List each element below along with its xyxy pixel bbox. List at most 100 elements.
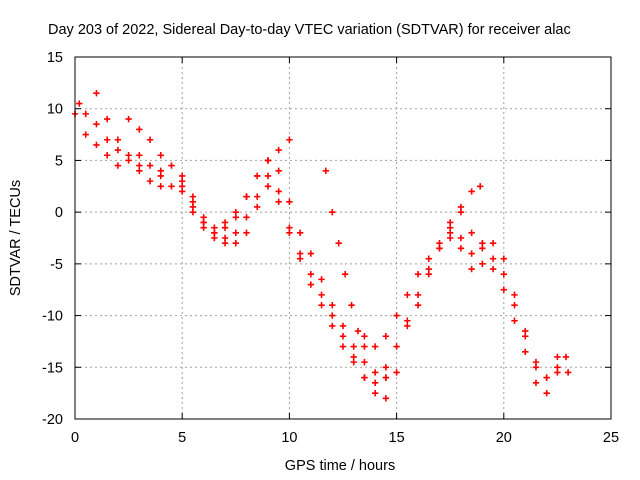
data-point bbox=[489, 255, 497, 262]
data-point bbox=[254, 172, 261, 180]
data-point bbox=[414, 271, 422, 278]
data-point bbox=[468, 265, 475, 273]
data-point bbox=[275, 146, 282, 154]
data-point bbox=[436, 245, 443, 252]
data-point bbox=[168, 183, 175, 190]
data-point bbox=[232, 229, 239, 237]
data-point bbox=[286, 198, 293, 205]
data-point bbox=[221, 239, 229, 247]
data-point bbox=[457, 234, 465, 242]
data-point bbox=[350, 343, 357, 350]
data-point bbox=[382, 333, 390, 340]
data-point bbox=[286, 136, 293, 143]
data-point bbox=[339, 343, 347, 350]
data-point bbox=[404, 322, 411, 330]
data-point bbox=[382, 364, 390, 371]
x-tick-label: 25 bbox=[603, 430, 619, 446]
y-tick-label: 0 bbox=[55, 205, 63, 221]
data-point bbox=[103, 152, 111, 159]
data-point bbox=[468, 188, 475, 195]
data-point bbox=[371, 369, 379, 376]
data-point bbox=[457, 203, 465, 211]
data-point bbox=[329, 322, 336, 330]
data-point bbox=[125, 115, 132, 123]
data-point bbox=[114, 162, 122, 169]
data-point bbox=[562, 353, 570, 361]
data-point bbox=[93, 121, 100, 128]
data-point bbox=[335, 239, 342, 247]
data-point bbox=[543, 389, 550, 397]
data-point bbox=[318, 291, 325, 299]
data-point bbox=[76, 100, 83, 107]
data-point bbox=[93, 90, 100, 97]
y-tick-label: -10 bbox=[42, 309, 63, 325]
data-point bbox=[447, 234, 454, 242]
data-point bbox=[393, 369, 400, 376]
data-point bbox=[348, 302, 355, 309]
data-point bbox=[371, 379, 379, 386]
x-tick-label: 15 bbox=[389, 430, 405, 446]
data-point bbox=[307, 281, 315, 288]
data-point bbox=[532, 379, 540, 386]
data-point bbox=[477, 183, 484, 190]
y-tick-label: -5 bbox=[50, 257, 63, 273]
data-point bbox=[414, 291, 422, 299]
data-point bbox=[382, 395, 390, 402]
data-point bbox=[361, 374, 368, 381]
data-point bbox=[146, 177, 154, 185]
data-point bbox=[511, 317, 518, 324]
data-point bbox=[489, 239, 497, 247]
axis-ticks: 0 5 10 15 20 25 -20 -15 -10 -5 0 5 10 15 bbox=[42, 50, 619, 446]
data-point bbox=[254, 193, 261, 200]
data-point bbox=[264, 172, 272, 180]
data-point bbox=[179, 172, 186, 180]
data-point bbox=[307, 250, 315, 257]
x-tick-label: 20 bbox=[496, 430, 512, 446]
data-point bbox=[425, 255, 432, 262]
data-point bbox=[221, 219, 229, 226]
data-point bbox=[307, 271, 315, 278]
data-point bbox=[275, 167, 282, 174]
data-point bbox=[136, 152, 143, 159]
data-points bbox=[71, 90, 572, 402]
data-point bbox=[522, 348, 529, 355]
y-tick-label: 5 bbox=[55, 153, 63, 169]
data-point bbox=[146, 162, 154, 169]
grid bbox=[75, 57, 611, 419]
y-tick-label: -20 bbox=[42, 412, 63, 428]
data-point bbox=[286, 229, 293, 237]
data-point bbox=[425, 271, 432, 278]
data-point bbox=[371, 389, 379, 397]
data-point bbox=[103, 136, 111, 143]
data-point bbox=[275, 198, 282, 205]
data-point bbox=[371, 343, 379, 350]
data-point bbox=[146, 136, 154, 143]
data-point bbox=[329, 208, 336, 216]
data-point bbox=[447, 219, 454, 226]
data-point bbox=[189, 208, 197, 216]
data-point bbox=[361, 333, 368, 340]
data-point bbox=[82, 110, 89, 118]
data-point bbox=[404, 291, 411, 299]
data-point bbox=[554, 369, 561, 376]
data-point bbox=[500, 271, 507, 278]
data-point bbox=[350, 358, 357, 366]
x-tick-label: 10 bbox=[281, 430, 297, 446]
data-point bbox=[114, 136, 122, 143]
data-point bbox=[361, 343, 368, 350]
data-point bbox=[414, 302, 422, 309]
data-point bbox=[264, 157, 272, 164]
data-point bbox=[157, 152, 164, 159]
data-point bbox=[211, 234, 218, 242]
x-tick-label: 5 bbox=[178, 430, 186, 446]
data-point bbox=[329, 312, 336, 319]
data-point bbox=[136, 126, 143, 133]
data-point bbox=[489, 265, 497, 273]
data-point bbox=[554, 353, 561, 361]
data-point bbox=[564, 369, 572, 376]
data-point bbox=[296, 255, 304, 262]
data-point bbox=[318, 302, 325, 309]
y-tick-label: 10 bbox=[47, 102, 63, 118]
data-point bbox=[243, 229, 250, 237]
data-point bbox=[136, 162, 143, 169]
